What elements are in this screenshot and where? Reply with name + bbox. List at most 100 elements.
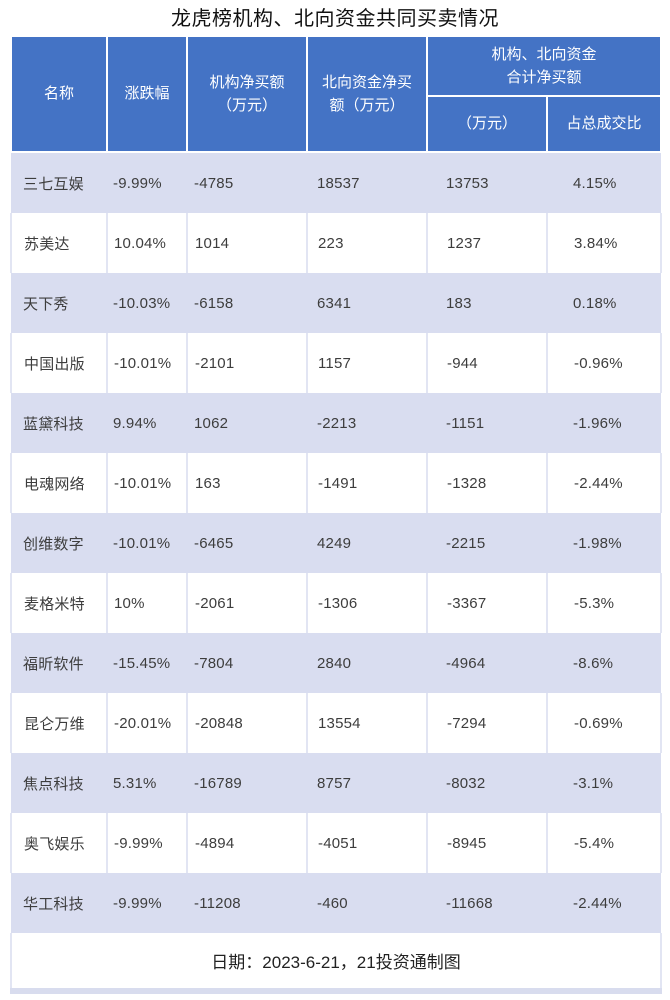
value-cell: -5.4% — [545, 813, 663, 873]
value-cell: -2101 — [186, 333, 308, 393]
value-cell: -15.45% — [107, 633, 187, 693]
value-cell: 223 — [306, 213, 428, 273]
value-cell: 4249 — [307, 513, 427, 573]
table-row: 焦点科技 5.31% -16789 8757 -8032 -3.1% — [11, 753, 662, 813]
value-cell: -10.01% — [106, 333, 188, 393]
value-cell: -20848 — [186, 693, 308, 753]
value-cell: -9.99% — [107, 152, 187, 213]
value-cell: -1306 — [306, 573, 428, 633]
stock-name-cell: 麦格米特 — [10, 573, 108, 633]
value-cell: -1151 — [427, 393, 547, 453]
value-cell: -1328 — [426, 453, 548, 513]
table-row: 创维数字 -10.01% -6465 4249 -2215 -1.98% — [11, 513, 662, 573]
table-body: 三七互娱 -9.99% -4785 18537 13753 4.15% 苏美达 10.04% 1… — [10, 152, 663, 933]
value-cell: 9.94% — [107, 393, 187, 453]
value-cell: -11208 — [187, 873, 307, 933]
table-row: 电魂网络 -10.01% 163 -1491 -1328 -2.44% — [10, 453, 663, 513]
value-cell: -1.96% — [547, 393, 662, 453]
value-cell: 0.18% — [547, 273, 662, 333]
value-cell: -8032 — [427, 753, 547, 813]
value-cell: -2213 — [307, 393, 427, 453]
value-cell: -5.3% — [545, 573, 663, 633]
value-cell: -2.44% — [545, 453, 663, 513]
value-cell: 8757 — [307, 753, 427, 813]
page-title: 龙虎榜机构、北向资金共同买卖情况 — [171, 8, 499, 30]
stock-name-cell: 福昕软件 — [11, 633, 107, 693]
value-cell: -7294 — [426, 693, 548, 753]
value-cell: 10% — [106, 573, 188, 633]
value-cell: -7804 — [187, 633, 307, 693]
col-header-combined-ratio: 占总成交比 — [545, 95, 663, 153]
value-cell: 163 — [186, 453, 308, 513]
table-row: 昆仑万维 -20.01% -20848 13554 -7294 -0.69% — [10, 693, 663, 753]
value-cell: -10.01% — [107, 513, 187, 573]
col-header-change: 涨跌幅 — [106, 35, 188, 153]
table-row: 苏美达 10.04% 1014 223 1237 3.84% — [10, 213, 663, 273]
stock-name-cell: 创维数字 — [11, 513, 107, 573]
value-cell: 6341 — [307, 273, 427, 333]
value-cell: -460 — [307, 873, 427, 933]
value-cell: 10.04% — [106, 213, 188, 273]
value-cell: -944 — [426, 333, 548, 393]
value-cell: 13753 — [427, 152, 547, 213]
value-cell: -4785 — [187, 152, 307, 213]
value-cell: -2.44% — [547, 873, 662, 933]
table-row: 华工科技 -9.99% -11208 -460 -11668 -2.44% — [11, 873, 662, 933]
value-cell: -10.01% — [106, 453, 188, 513]
value-cell: -9.99% — [106, 813, 188, 873]
value-cell: -16789 — [187, 753, 307, 813]
table-row: 天下秀 -10.03% -6158 6341 183 0.18% — [11, 273, 662, 333]
stock-name-cell: 蓝黛科技 — [11, 393, 107, 453]
stock-name-cell: 电魂网络 — [10, 453, 108, 513]
table-row: 奥飞娱乐 -9.99% -4894 -4051 -8945 -5.4% — [10, 813, 663, 873]
value-cell: 183 — [427, 273, 547, 333]
table-row: 麦格米特 10% -2061 -1306 -3367 -5.3% — [10, 573, 663, 633]
col-header-north-net: 北向资金净买 额（万元） — [306, 35, 428, 153]
value-cell: 18537 — [307, 152, 427, 213]
value-cell: -9.99% — [107, 873, 187, 933]
value-cell: 2840 — [307, 633, 427, 693]
stock-name-cell: 三七互娱 — [11, 152, 107, 213]
table-row: 三七互娱 -9.99% -4785 18537 13753 4.15% — [11, 152, 662, 213]
value-cell: -8.6% — [547, 633, 662, 693]
value-cell: -4894 — [186, 813, 308, 873]
value-cell: 4.15% — [547, 152, 662, 213]
col-header-name: 名称 — [10, 35, 108, 153]
stock-name-cell: 焦点科技 — [11, 753, 107, 813]
table-row: 蓝黛科技 9.94% 1062 -2213 -1151 -1.96% — [11, 393, 662, 453]
value-cell: -2061 — [186, 573, 308, 633]
stock-name-cell: 中国出版 — [10, 333, 108, 393]
table-row: 福昕软件 -15.45% -7804 2840 -4964 -8.6% — [11, 633, 662, 693]
value-cell: -20.01% — [106, 693, 188, 753]
value-cell: 5.31% — [107, 753, 187, 813]
value-cell: -3367 — [426, 573, 548, 633]
value-cell: -0.96% — [545, 333, 663, 393]
value-cell: -10.03% — [107, 273, 187, 333]
value-cell: -11668 — [427, 873, 547, 933]
value-cell: -4964 — [427, 633, 547, 693]
value-cell: -1.98% — [547, 513, 662, 573]
value-cell: 1062 — [187, 393, 307, 453]
value-cell: 3.84% — [545, 213, 663, 273]
value-cell: 1157 — [306, 333, 428, 393]
stock-name-cell: 奥飞娱乐 — [10, 813, 108, 873]
value-cell: -8945 — [426, 813, 548, 873]
date-note: 日期：2023-6-21，21投资通制图 — [9, 933, 663, 994]
table-row: 中国出版 -10.01% -2101 1157 -944 -0.96% — [10, 333, 663, 393]
value-cell: 1014 — [186, 213, 308, 273]
value-cell: -4051 — [306, 813, 428, 873]
stock-name-cell: 华工科技 — [11, 873, 107, 933]
table-header: 名称 涨跌幅 机构净买额 （万元） 北向资金净买 额（万元） 机构、北向资金 合… — [10, 35, 663, 153]
value-cell: 1237 — [426, 213, 548, 273]
stock-name-cell: 天下秀 — [11, 273, 107, 333]
stock-name-cell: 昆仑万维 — [10, 693, 108, 753]
value-cell: -1491 — [306, 453, 428, 513]
value-cell: 13554 — [306, 693, 428, 753]
stocks-table: 名称 涨跌幅 机构净买额 （万元） 北向资金净买 额（万元） 机构、北向资金 合… — [9, 35, 663, 994]
value-cell: -0.69% — [545, 693, 663, 753]
value-cell: -3.1% — [547, 753, 662, 813]
col-header-inst-net: 机构净买额 （万元） — [186, 35, 308, 153]
value-cell: -2215 — [427, 513, 547, 573]
col-header-combined-amount: （万元） — [426, 95, 548, 153]
stock-name-cell: 苏美达 — [10, 213, 108, 273]
